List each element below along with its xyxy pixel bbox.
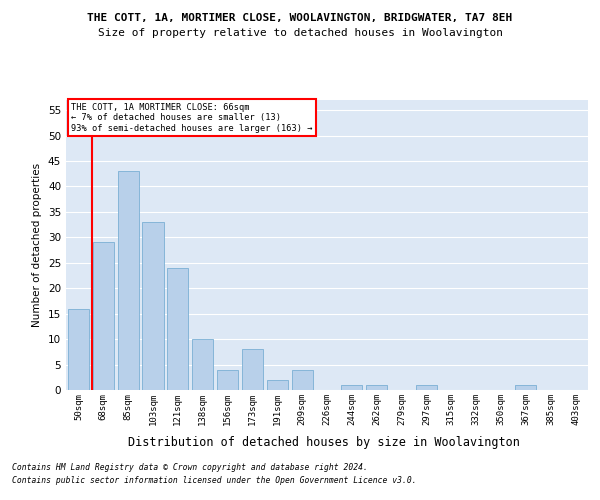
Text: Contains HM Land Registry data © Crown copyright and database right 2024.: Contains HM Land Registry data © Crown c…	[12, 464, 368, 472]
Bar	[217, 370, 238, 390]
Bar	[142, 222, 164, 390]
Bar	[267, 380, 288, 390]
Text: THE COTT, 1A, MORTIMER CLOSE, WOOLAVINGTON, BRIDGWATER, TA7 8EH: THE COTT, 1A, MORTIMER CLOSE, WOOLAVINGT…	[88, 12, 512, 22]
Bar	[341, 385, 362, 390]
Bar	[242, 350, 263, 390]
Bar	[167, 268, 188, 390]
Text: THE COTT, 1A MORTIMER CLOSE: 66sqm
← 7% of detached houses are smaller (13)
93% : THE COTT, 1A MORTIMER CLOSE: 66sqm ← 7% …	[71, 103, 313, 132]
Bar	[292, 370, 313, 390]
Bar	[68, 308, 89, 390]
Text: Size of property relative to detached houses in Woolavington: Size of property relative to detached ho…	[97, 28, 503, 38]
Text: Distribution of detached houses by size in Woolavington: Distribution of detached houses by size …	[128, 436, 520, 449]
Bar	[366, 385, 387, 390]
Bar	[93, 242, 114, 390]
Bar	[118, 171, 139, 390]
Y-axis label: Number of detached properties: Number of detached properties	[32, 163, 43, 327]
Bar	[515, 385, 536, 390]
Bar	[416, 385, 437, 390]
Bar	[192, 339, 213, 390]
Text: Contains public sector information licensed under the Open Government Licence v3: Contains public sector information licen…	[12, 476, 416, 485]
